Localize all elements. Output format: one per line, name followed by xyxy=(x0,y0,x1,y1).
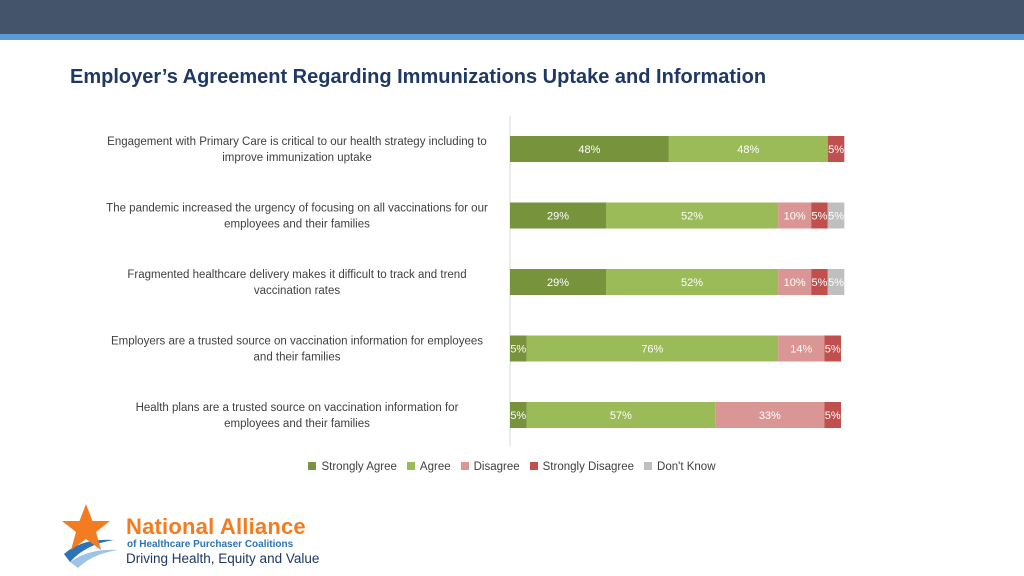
legend-label: Agree xyxy=(419,461,451,473)
bar-strongly-disagree xyxy=(827,136,845,162)
legend-swatch xyxy=(529,462,538,470)
category-label: Engagement with Primary Care is critical… xyxy=(107,136,487,164)
data-label: 5% xyxy=(828,277,844,289)
legend-item-disagree: Disagree xyxy=(460,461,520,473)
data-label: 52% xyxy=(681,277,703,289)
category-label: Employers are a trusted source on vaccin… xyxy=(111,336,483,364)
data-label: 57% xyxy=(610,410,632,422)
data-label: 5% xyxy=(825,410,841,422)
data-label: 33% xyxy=(759,410,781,422)
bar-agree xyxy=(526,335,779,362)
bar-disagree xyxy=(778,335,825,362)
legend-swatch xyxy=(460,462,469,470)
legend-swatch xyxy=(406,462,415,470)
header-accent-stripe xyxy=(0,34,1024,40)
logo-subtitle: of Healthcare Purchaser Coalitions xyxy=(127,539,294,550)
data-label: 5% xyxy=(825,344,841,356)
bar-agree xyxy=(605,269,779,295)
legend-item-strongly-agree: Strongly Agree xyxy=(308,461,397,473)
legend-item-agree: Agree xyxy=(406,461,451,473)
bar-don-t-know xyxy=(827,269,845,295)
logo-name: National Alliance xyxy=(126,514,306,539)
data-label: 5% xyxy=(510,344,526,356)
bar-strongly-agree xyxy=(510,335,527,362)
national-alliance-logo: National Alliance of Healthcare Purchase… xyxy=(56,502,356,574)
bar-strongly-agree xyxy=(510,269,606,295)
legend-swatch xyxy=(308,462,317,470)
legend-item-don-t-know: Don't Know xyxy=(644,461,716,473)
data-label: 5% xyxy=(812,277,828,289)
bar-strongly-agree xyxy=(510,402,527,428)
bar-disagree xyxy=(778,202,812,229)
data-label: 5% xyxy=(828,211,844,223)
legend-label: Disagree xyxy=(473,461,520,473)
data-label: 14% xyxy=(790,344,812,356)
data-label: 5% xyxy=(812,211,828,223)
data-label: 5% xyxy=(510,410,526,422)
data-label: 10% xyxy=(784,211,806,223)
bar-disagree xyxy=(778,269,812,295)
bar-don-t-know xyxy=(827,202,845,229)
data-label: 29% xyxy=(547,277,569,289)
legend-swatch xyxy=(644,462,653,470)
category-label: Health plans are a trusted source on vac… xyxy=(136,402,459,430)
bar-agree xyxy=(605,202,779,229)
stacked-bar-chart: Engagement with Primary Care is critical… xyxy=(106,116,845,446)
data-label: 48% xyxy=(737,144,759,156)
data-label: 5% xyxy=(828,144,844,156)
bar-strongly-disagree xyxy=(811,269,828,295)
bar-strongly-agree xyxy=(510,202,606,229)
logo-tagline: Driving Health, Equity and Value xyxy=(126,551,320,566)
data-label: 76% xyxy=(641,344,663,356)
data-label: 10% xyxy=(784,277,806,289)
bar-agree xyxy=(526,402,716,428)
bar-disagree xyxy=(715,402,825,428)
legend-label: Strongly Agree xyxy=(321,461,397,473)
legend-label: Strongly Disagree xyxy=(542,461,635,473)
bar-strongly-disagree xyxy=(824,402,841,428)
bar-agree xyxy=(668,136,828,162)
chart-legend: Strongly Agree Agree Disagree Strongly Disa… xyxy=(0,461,1024,473)
data-label: 29% xyxy=(547,211,569,223)
category-label: Fragmented healthcare delivery makes it … xyxy=(127,269,466,297)
bar-strongly-disagree xyxy=(811,202,828,229)
slide-title: Employer’s Agreement Regarding Immunizat… xyxy=(70,66,767,88)
bar-strongly-agree xyxy=(510,136,669,162)
data-label: 48% xyxy=(578,144,600,156)
category-label: The pandemic increased the urgency of fo… xyxy=(106,203,488,231)
data-label: 52% xyxy=(681,211,703,223)
legend-label: Don't Know xyxy=(657,461,716,473)
header-bar xyxy=(0,0,1024,34)
bar-strongly-disagree xyxy=(824,335,841,362)
star-swoosh-icon xyxy=(62,504,118,568)
legend-item-strongly-disagree: Strongly Disagree xyxy=(529,461,635,473)
